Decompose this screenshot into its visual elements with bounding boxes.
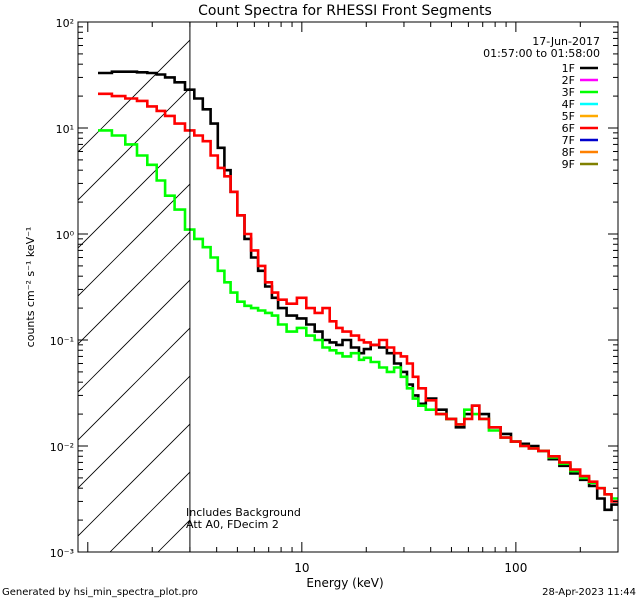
y-tick-label: 10¹	[56, 123, 74, 136]
hatch-line	[78, 183, 190, 297]
axis-ticks	[77, 21, 619, 553]
legend-label: 6F	[562, 122, 575, 135]
x-tick-label: 10	[294, 561, 309, 575]
series-group	[98, 70, 618, 512]
footer-timestamp: 28-Apr-2023 11:44	[542, 587, 636, 598]
x-axis-label: Energy (keV)	[306, 576, 383, 590]
y-tick-label: 10⁻³	[50, 547, 74, 560]
hatch-line	[78, 87, 190, 201]
time-range-label: 01:57:00 to 01:58:00	[483, 47, 600, 60]
x-tick-labels: 10 100	[294, 561, 527, 575]
date-label: 17-Jun-2017	[532, 35, 600, 48]
hatch-line	[254, 0, 640, 552]
x-tick-label: 100	[504, 561, 527, 575]
y-tick-labels: 10⁻³ 10⁻² 10⁻¹ 10⁰ 10¹ 10²	[50, 17, 75, 560]
hatch-line	[78, 39, 190, 153]
legend-label: 7F	[562, 134, 575, 147]
legend-label: 3F	[562, 86, 575, 99]
hatch-line	[542, 0, 640, 552]
legend-label: 1F	[562, 62, 575, 75]
y-axis-label: counts cm⁻² s⁻¹ keV⁻¹	[24, 227, 37, 348]
annotation-background: Includes Background	[186, 506, 301, 519]
legend-label: 8F	[562, 146, 575, 159]
y-tick-label: 10⁰	[56, 229, 75, 242]
y-tick-label: 10²	[56, 17, 74, 30]
y-tick-label: 10⁻¹	[50, 335, 74, 348]
legend-label: 9F	[562, 158, 575, 171]
hatch-line	[78, 231, 190, 345]
hatch-line	[302, 0, 640, 552]
hatch-line	[446, 0, 640, 552]
hatch-line	[78, 327, 190, 441]
series-line-3F	[98, 129, 618, 500]
annotation-attenuator: Att A0, FDecim 2	[186, 518, 279, 531]
hatch-line	[78, 375, 190, 489]
hatch-line	[350, 0, 640, 552]
legend-label: 2F	[562, 74, 575, 87]
series-line-6F	[98, 92, 618, 503]
series-line-1F	[98, 70, 618, 512]
legend-label: 5F	[562, 110, 575, 123]
legend-label: 4F	[562, 98, 575, 111]
y-tick-label: 10⁻²	[50, 441, 74, 454]
below-threshold-hatch	[78, 0, 640, 552]
chart-title: Count Spectra for RHESSI Front Segments	[198, 3, 492, 19]
plot-frame	[77, 21, 619, 553]
hatch-line	[78, 135, 190, 249]
hatch-line	[398, 0, 640, 552]
hatch-line	[78, 423, 190, 537]
footer-generated-by: Generated by hsi_min_spectra_plot.pro	[2, 587, 198, 598]
